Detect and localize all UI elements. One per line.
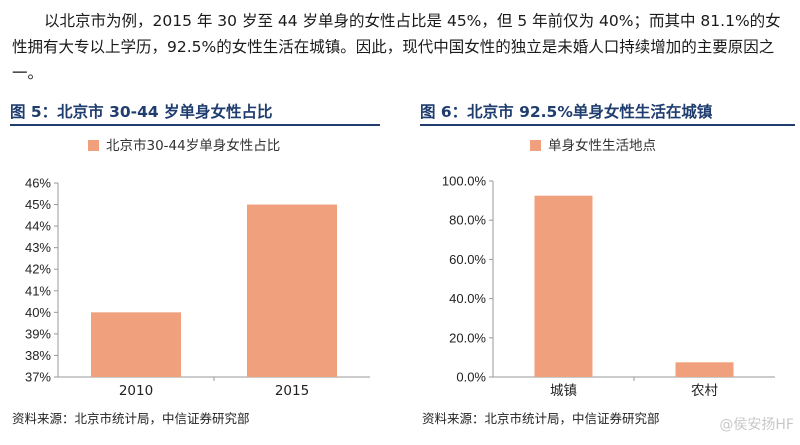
- chart-6-legend: 单身女性生活地点: [530, 137, 656, 154]
- legend-swatch: [88, 140, 99, 151]
- figure-6: 图 6：北京市 92.5%单身女性生活在城镇: [420, 100, 795, 126]
- legend-label: 单身女性生活地点: [548, 137, 656, 154]
- y-tick-label: 0.0%: [456, 370, 486, 385]
- y-tick-label: 100.0%: [442, 174, 487, 189]
- legend-label: 北京市30-44岁单身女性占比: [106, 137, 280, 154]
- y-tick-label: 40.0%: [449, 291, 486, 306]
- figure-5: 图 5：北京市 30-44 岁单身女性占比: [10, 100, 380, 126]
- watermark: @侯安扬HF: [719, 417, 794, 433]
- y-tick-label: 37%: [25, 370, 51, 385]
- y-tick-label: 42%: [25, 262, 51, 277]
- chart-5-svg: 北京市30-44岁单身女性占比 37% 38% 39% 40% 41% 42% 43% 44% 4…: [25, 137, 370, 399]
- y-tick-label: 60.0%: [449, 252, 486, 267]
- x-tick-label: 农村: [691, 383, 719, 399]
- y-tick-label: 38%: [25, 348, 51, 363]
- y-tick-label: 20.0%: [449, 330, 486, 345]
- figure-5-title: 图 5：北京市 30-44 岁单身女性占比: [10, 100, 380, 126]
- y-tick-label: 40%: [25, 305, 51, 320]
- bar-农村: [675, 362, 734, 377]
- source-note-left: 资料来源：北京市统计局，中信证券研究部: [12, 411, 250, 426]
- y-tick-label: 44%: [25, 219, 51, 234]
- intro-paragraph: 以北京市为例，2015 年 30 岁至 44 岁单身的女性占比是 45%，但 5…: [12, 12, 781, 82]
- x-tick-label: 2010: [119, 383, 153, 399]
- y-tick-label: 45%: [25, 197, 51, 212]
- source-note-right: 资料来源：北京市统计局，中信证券研究部: [422, 411, 660, 426]
- y-tick-label: 39%: [25, 326, 51, 341]
- legend-swatch: [530, 140, 541, 151]
- bar-2015: [247, 204, 337, 377]
- chart-6-svg: 单身女性生活地点 0.0% 20.0% 40.0% 60.0% 80.0% 100.0% 城镇…: [442, 137, 775, 399]
- chart-5-legend: 北京市30-44岁单身女性占比: [88, 137, 280, 154]
- figure-6-title: 图 6：北京市 92.5%单身女性生活在城镇: [420, 100, 795, 126]
- y-tick-label: 46%: [25, 176, 51, 191]
- x-tick-label: 2015: [275, 383, 309, 399]
- bar-城镇: [534, 195, 593, 377]
- y-tick-label: 41%: [25, 283, 51, 298]
- bar-2010: [91, 312, 181, 377]
- y-tick-label: 43%: [25, 240, 51, 255]
- y-tick-label: 80.0%: [449, 213, 486, 228]
- x-tick-label: 城镇: [550, 383, 577, 399]
